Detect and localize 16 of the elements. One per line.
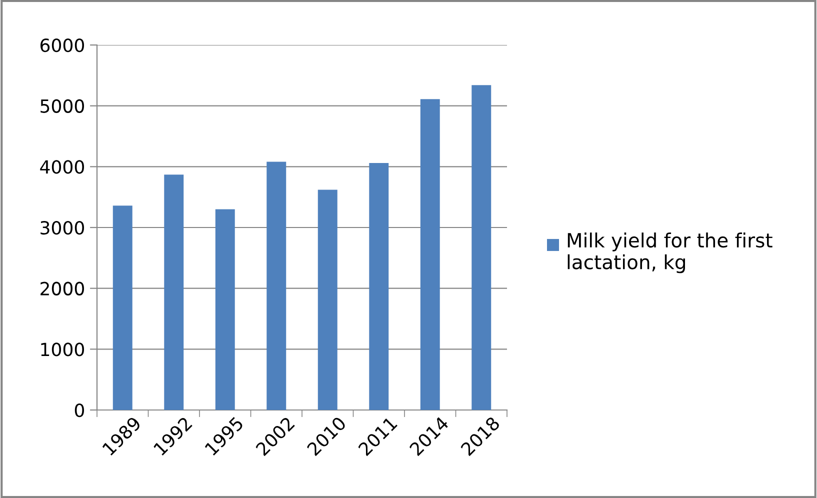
bar <box>369 163 389 410</box>
y-tick-label: 4000 <box>40 160 84 174</box>
bar <box>112 206 132 410</box>
y-tick-label: 3000 <box>40 220 84 235</box>
bar <box>318 190 338 410</box>
y-tick-label: 2000 <box>40 282 84 296</box>
y-tick-label: 5000 <box>40 99 84 113</box>
y-tick-label: 0 <box>74 403 84 418</box>
bar <box>266 162 286 410</box>
legend-label: Milk yield for the first lactation, kg <box>568 232 772 274</box>
y-tick-label: 6000 <box>40 38 84 52</box>
bar <box>215 209 235 410</box>
bar <box>420 99 440 410</box>
bar <box>164 174 184 410</box>
bar <box>472 85 492 410</box>
y-tick-label: 1000 <box>41 342 84 356</box>
